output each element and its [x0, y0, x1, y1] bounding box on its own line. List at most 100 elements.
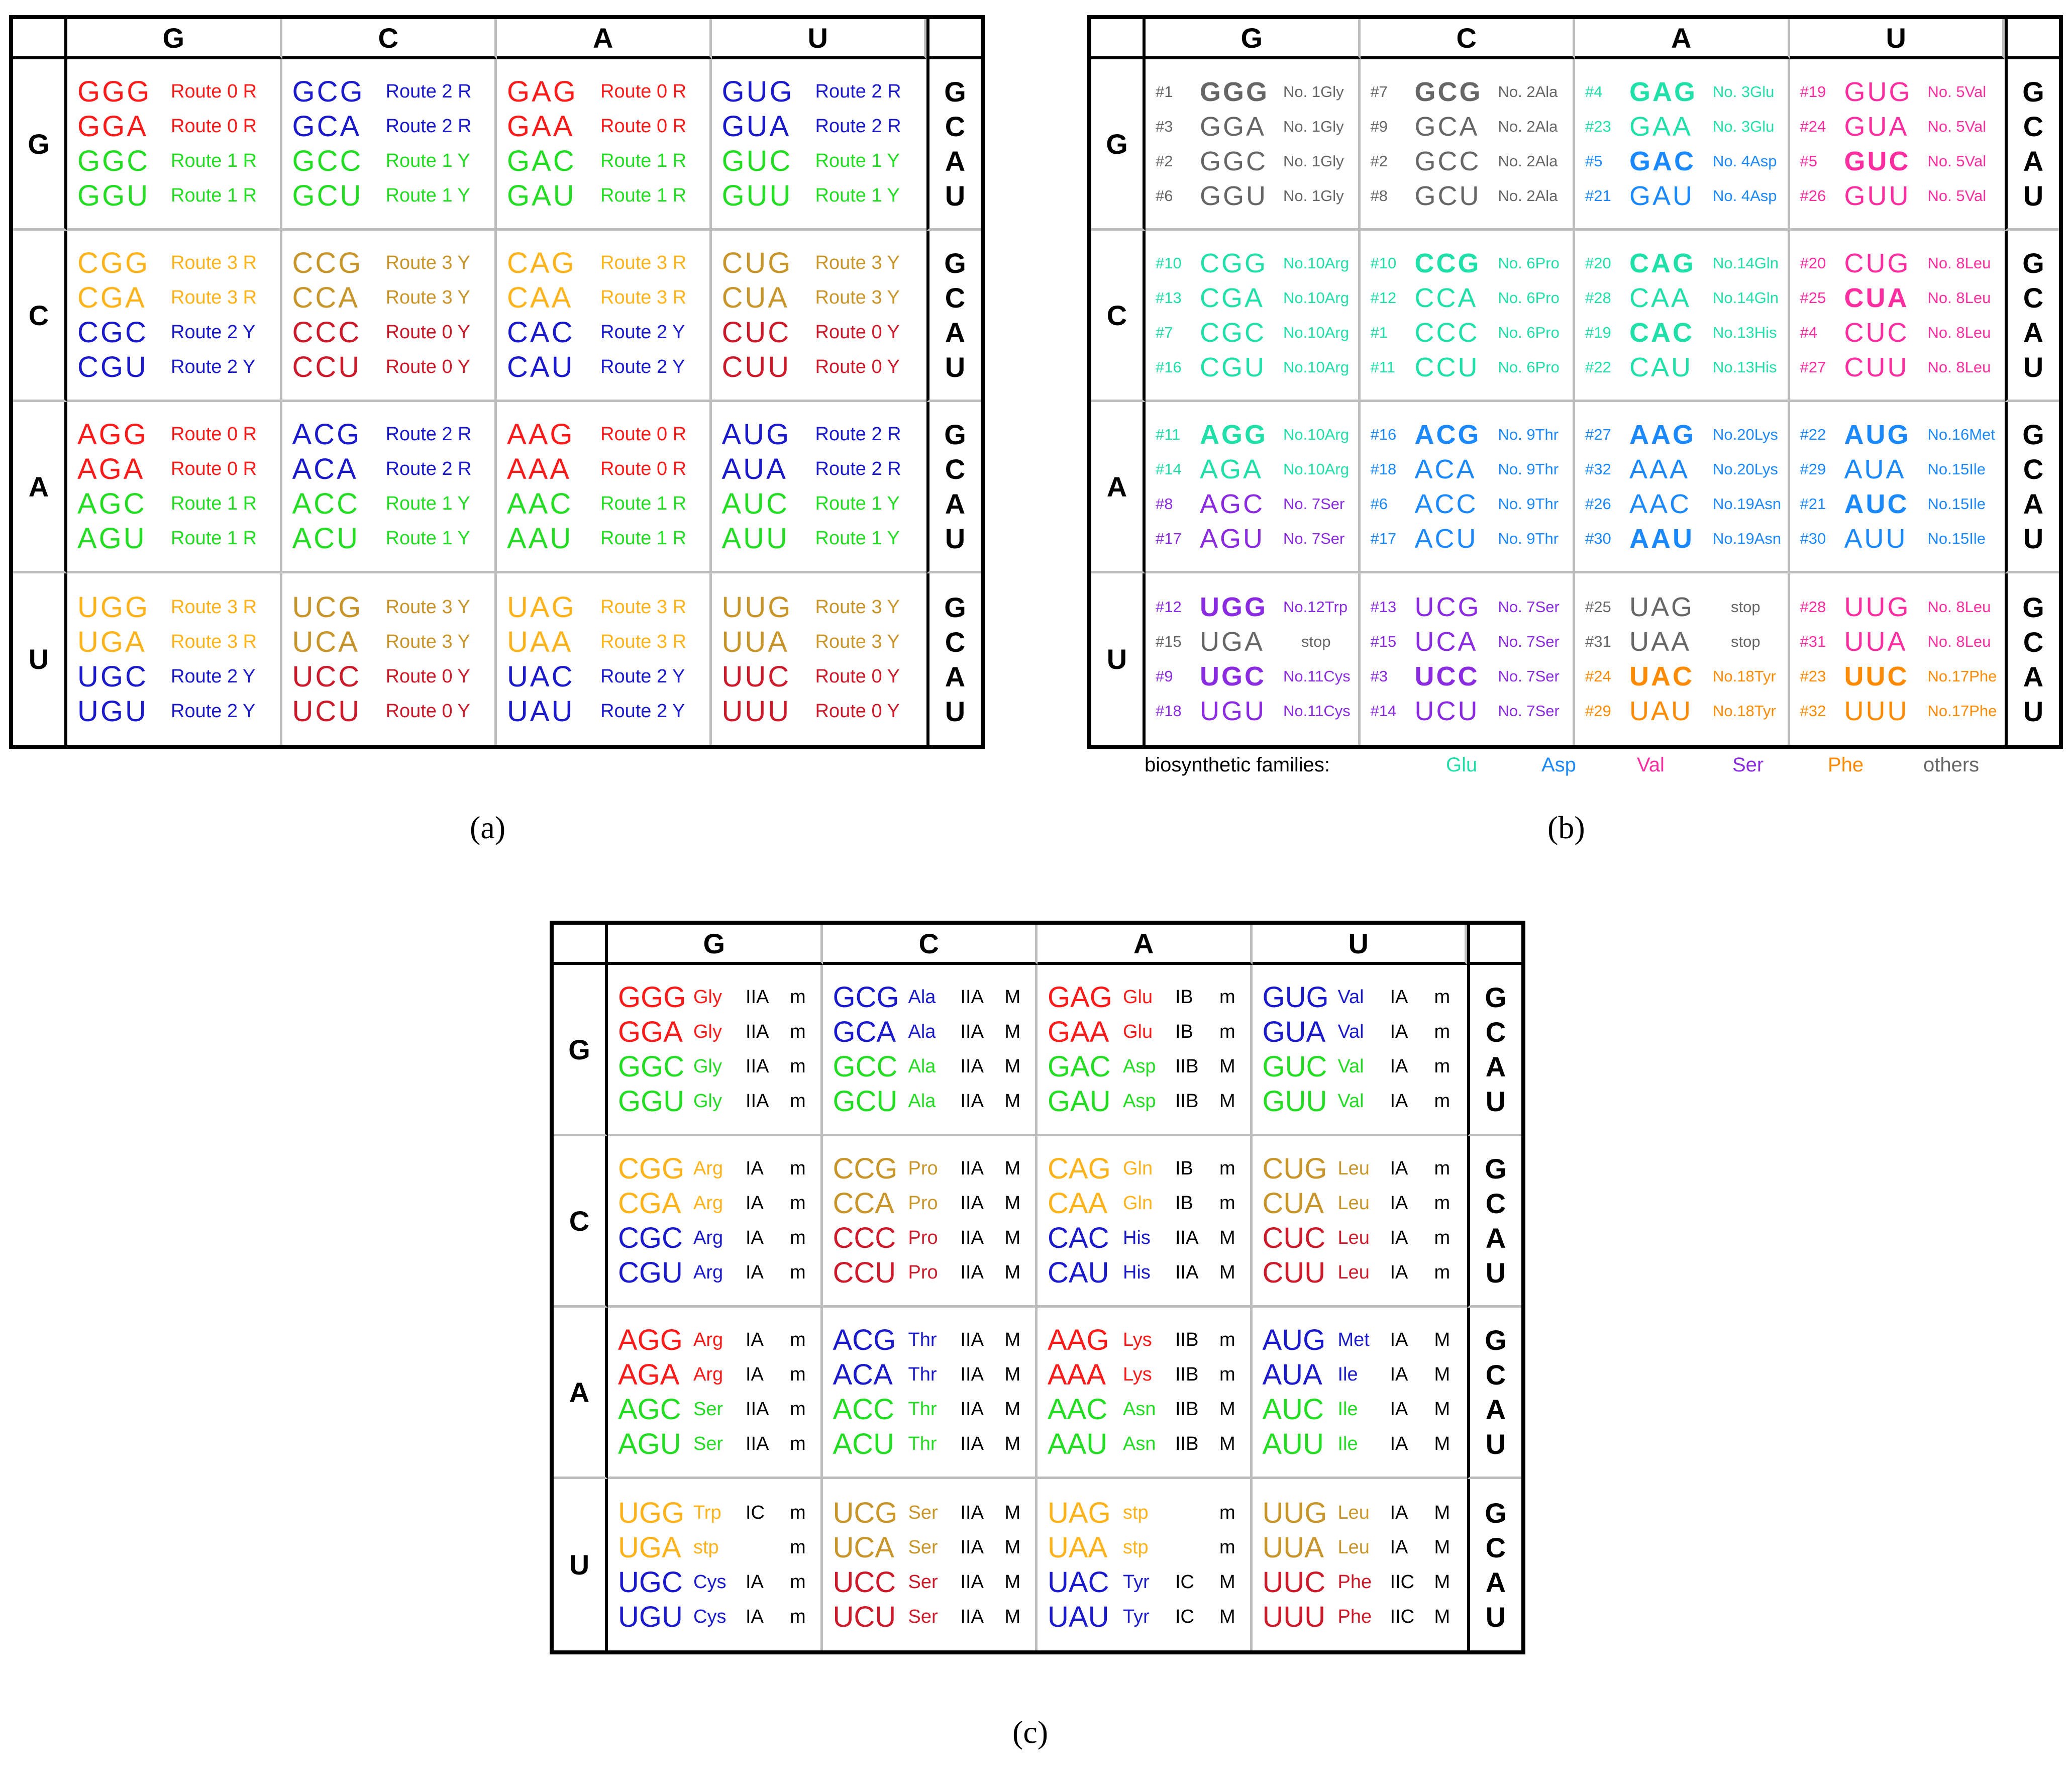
mass-mark: M	[1004, 1502, 1021, 1523]
route-label: Route 2 Y	[171, 700, 256, 722]
codon-list: GCG Route 2 R GCA Route 2 R GCC Route 1 Y GCU R…	[282, 59, 495, 228]
amino-acid-label: No. 6Pro	[1498, 323, 1560, 341]
codon: ACG	[292, 418, 362, 451]
mass-mark: M	[1219, 1433, 1235, 1454]
rank-number: #26	[1800, 186, 1826, 205]
codon-row: #9 UGC No.11Cys	[1156, 659, 1358, 694]
codon: GGU	[618, 1085, 685, 1118]
synthetase-class: IIA	[960, 1227, 984, 1248]
codon: UGC	[77, 660, 148, 693]
route-label: Route 1 R	[600, 150, 687, 171]
codon: CUC	[721, 316, 791, 349]
synthetase-class: IIA	[960, 1193, 984, 1214]
synthetase-class: IC	[1175, 1571, 1194, 1593]
codon-list: #10 CCG No. 6Pro #12 CCA No. 6Pro #1 CCC No. 6Pr…	[1361, 231, 1573, 400]
codon-row: GAU Asp IIB M	[1048, 1084, 1250, 1119]
amino-acid: Ser	[693, 1433, 723, 1454]
codon: CGU	[618, 1256, 683, 1289]
route-label: Route 0 Y	[385, 665, 470, 687]
codon-row: CCU Pro IIA M	[833, 1255, 1035, 1290]
codon: GGG	[618, 981, 686, 1014]
codon-row: UGA stp m	[618, 1530, 820, 1565]
codon: GCC	[833, 1050, 898, 1083]
rank-number: #32	[1585, 460, 1611, 478]
codon: AUC	[721, 487, 789, 520]
amino-acid: Gly	[693, 1091, 722, 1112]
amino-acid-label: No. 8Leu	[1927, 288, 1991, 307]
rank-number: #29	[1800, 460, 1826, 478]
codon-row: GGA Gly IIA m	[618, 1015, 820, 1049]
route-label: Route 3 Y	[385, 287, 470, 308]
codon-row: GGG Gly IIA m	[618, 980, 820, 1015]
amino-acid: Ile	[1337, 1364, 1358, 1385]
rank-number: #15	[1370, 633, 1397, 650]
mass-mark: m	[1434, 987, 1451, 1008]
rank-number: #6	[1156, 186, 1173, 205]
amino-acid: Gln	[1123, 1193, 1153, 1214]
codon: ACU	[833, 1428, 894, 1460]
amino-acid-label: No. 3Glu	[1713, 82, 1775, 101]
amino-acid: Val	[1337, 1091, 1364, 1112]
mass-mark: m	[1434, 1021, 1451, 1042]
mass-mark: M	[1004, 987, 1021, 1008]
codon-list: ACG Thr IIA M ACA Thr IIA M ACC Thr IIA M ACU Thr IIA M	[823, 1308, 1035, 1477]
route-label: Route 2 R	[815, 424, 901, 445]
codon-list: CGG Arg IA m CGA Arg IA m CGC Arg IA m CGU Arg IA m	[608, 1136, 820, 1305]
mass-mark: m	[1219, 1021, 1235, 1042]
codon: CGG	[1200, 248, 1268, 278]
rank-number: #16	[1370, 425, 1397, 443]
codon: ACC	[1414, 488, 1478, 519]
mass-mark: m	[1434, 1227, 1451, 1248]
amino-acid: Pro	[908, 1158, 938, 1179]
codon-box: UUG Route 3 Y UUA Route 3 Y UUC Route 0 Y UUU R…	[712, 573, 927, 745]
rank-number: #4	[1800, 323, 1817, 341]
synthetase-class: IA	[746, 1262, 764, 1283]
codon-row: #31 UAA stop	[1585, 625, 1788, 659]
amino-acid: Leu	[1337, 1158, 1370, 1179]
codon-row: #15 UGA stop	[1156, 625, 1358, 659]
codon-box: #16 ACG No. 9Thr #18 ACA No. 9Thr #6 ACC No. 9Th…	[1360, 402, 1575, 573]
amino-acid-label: No.10Arg	[1283, 323, 1349, 341]
codon-row: CCU Route 0 Y	[292, 350, 495, 384]
amino-acid: Ser	[908, 1606, 938, 1627]
amino-acid-label: No. 9Thr	[1498, 529, 1559, 547]
mass-mark: M	[1004, 1091, 1021, 1112]
mass-mark: M	[1219, 1399, 1235, 1420]
amino-acid: Gln	[1123, 1158, 1153, 1179]
amino-acid-label: No. 4Asp	[1713, 152, 1777, 170]
codon-row: UGU Cys IA m	[618, 1600, 820, 1634]
codon-row: #20 CUG No. 8Leu	[1800, 246, 2005, 280]
synthetase-class: IA	[1390, 987, 1408, 1008]
synthetase-class: IB	[1175, 987, 1193, 1008]
codon-row: CUU Leu IA m	[1263, 1255, 1468, 1290]
amino-acid-label: No.16Met	[1927, 425, 1995, 443]
synthetase-class: IIA	[960, 1364, 984, 1385]
rank-number: #18	[1156, 702, 1182, 720]
codon-list: UAG stp m UAA stp m UAC Tyr IC M UAU Tyr IC M	[1038, 1479, 1250, 1650]
third-base: C	[1485, 1016, 1506, 1048]
codon-box: GUG Route 2 R GUA Route 2 R GUC Route 1 Y GUU R…	[711, 59, 926, 231]
codon: UCC	[1414, 661, 1480, 692]
codon: ACA	[833, 1358, 893, 1391]
codon-row: UCC Route 0 Y	[292, 659, 495, 694]
mass-mark: M	[1004, 1329, 1021, 1350]
codon: UGA	[77, 625, 147, 658]
header-second-base: U	[1252, 925, 1467, 965]
synthetase-class: IIA	[960, 1571, 984, 1593]
third-base: A	[1485, 1051, 1506, 1083]
codon-list: #16 ACG No. 9Thr #18 ACA No. 9Thr #6 ACC No. 9Th…	[1361, 402, 1573, 571]
route-label: Route 0 Y	[385, 356, 470, 377]
route-label: Route 1 R	[600, 493, 687, 514]
codon-box: #22 AUG No.16Met #29 AUA No.15Ile #21 AUC No.15I…	[1790, 402, 2005, 573]
codon: UCA	[1414, 627, 1478, 657]
codon-row: UGC Route 2 Y	[77, 659, 280, 694]
codon: GCA	[1414, 111, 1480, 142]
rank-number: #7	[1370, 82, 1388, 101]
codon-list: #20 CUG No. 8Leu #25 CUA No. 8Leu #4 CUC No. 8Le…	[1790, 231, 2005, 400]
mass-mark: M	[1004, 1227, 1021, 1248]
codon-row: #1 CCC No. 6Pro	[1371, 315, 1573, 350]
codon-row: #18 UGU No.11Cys	[1156, 694, 1358, 729]
rank-number: #30	[1800, 529, 1826, 547]
codon: AUA	[1844, 454, 1906, 484]
